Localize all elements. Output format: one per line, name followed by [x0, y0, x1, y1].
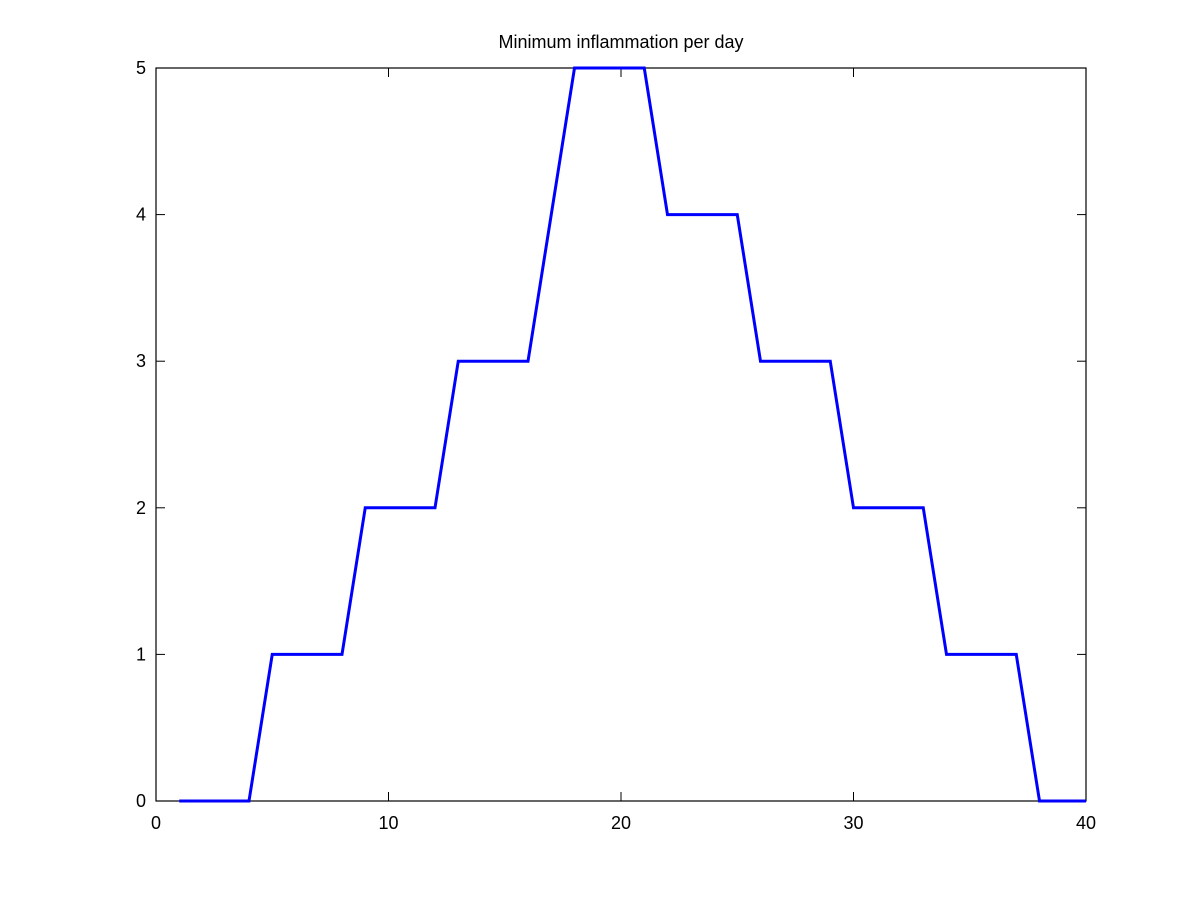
y-tick-label: 5	[136, 58, 146, 78]
series-line	[179, 66, 1086, 803]
chart-title: Minimum inflammation per day	[498, 32, 743, 52]
x-tick-label: 0	[151, 813, 161, 833]
x-tick-label: 40	[1076, 813, 1096, 833]
x-tick-label: 10	[378, 813, 398, 833]
axis-ticks: 0 10 20 30 40 0 1 2 3 4 5	[136, 58, 1096, 833]
y-tick-label: 3	[136, 351, 146, 371]
y-tick-label: 0	[136, 791, 146, 811]
y-tick-label: 2	[136, 498, 146, 518]
y-tick-label: 1	[136, 644, 146, 664]
x-tick-label: 30	[843, 813, 863, 833]
series-group	[179, 66, 1086, 803]
y-tick-label: 4	[136, 205, 146, 225]
plot-area-frame	[155, 67, 1087, 802]
x-tick-label: 20	[611, 813, 631, 833]
